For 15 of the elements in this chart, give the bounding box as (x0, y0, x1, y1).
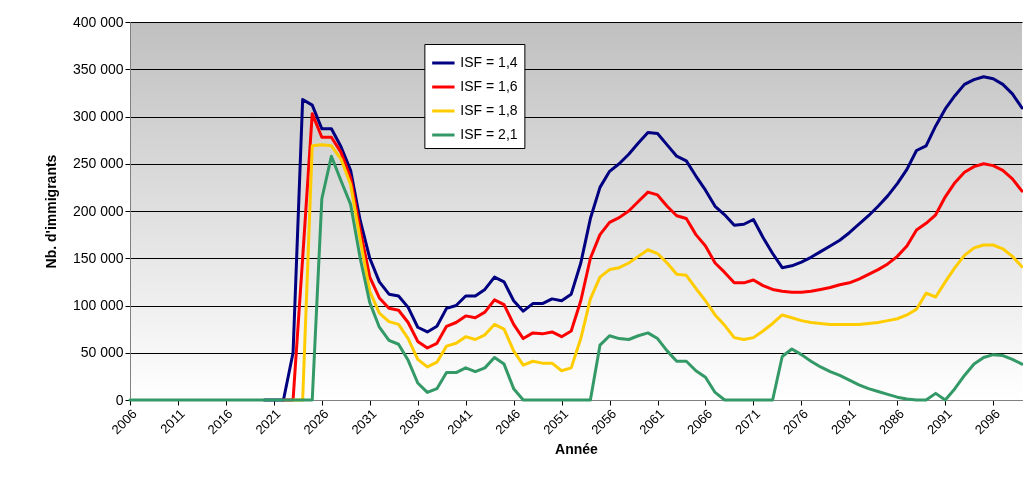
y-tick-label: 50 000 (80, 344, 124, 361)
legend-label: ISF = 2,1 (460, 126, 518, 142)
x-axis-title: Année (555, 441, 599, 458)
legend-label: ISF = 1,4 (460, 54, 518, 70)
y-tick-label: 200 000 (72, 202, 124, 219)
y-tick-label: 350 000 (72, 60, 124, 77)
y-tick-label: 400 000 (72, 13, 124, 30)
legend-label: ISF = 1,6 (460, 78, 518, 94)
y-tick-label: 250 000 (72, 155, 124, 172)
y-tick-label: 300 000 (72, 108, 124, 124)
legend-label: ISF = 1,8 (460, 102, 518, 118)
y-tick-label: 100 000 (72, 297, 124, 313)
y-tick-label: 0 (115, 391, 124, 408)
y-axis-title: Nb. d'immigrants (42, 154, 59, 269)
y-tick-label: 150 000 (72, 249, 124, 266)
